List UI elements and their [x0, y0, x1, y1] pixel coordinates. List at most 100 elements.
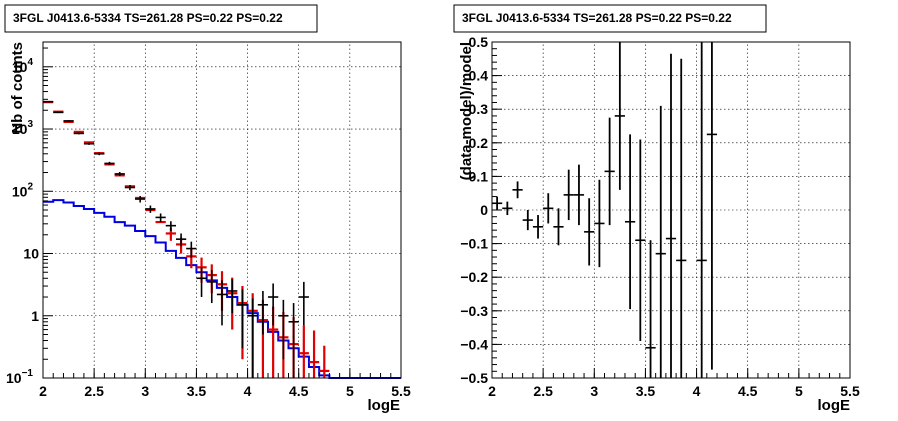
data-point: [94, 152, 105, 156]
residuals-y-tick-label: 0.4: [469, 68, 489, 84]
residual-point: [655, 105, 666, 378]
residuals-y-tick-label: 0.1: [469, 168, 489, 184]
data-point: [175, 233, 187, 247]
model-point: [298, 325, 309, 378]
counts-y-axis-title: Nb of counts: [9, 42, 26, 134]
residuals-panel: 3FGL J0413.6-5334 TS=261.28 PS=0.22 PS=0…: [453, 4, 860, 414]
counts-x-tick-label: 5.5: [391, 383, 411, 399]
residuals-x-tick-label: 2.5: [533, 383, 553, 399]
data-point: [83, 142, 95, 145]
model-point: [308, 330, 320, 378]
data-point: [63, 120, 74, 122]
residuals-title: 3FGL J0413.6-5334 TS=261.28 PS=0.22 PS=0…: [462, 11, 732, 25]
residuals-x-tick-label: 5.5: [840, 383, 860, 399]
residuals-x-tick-label: 4.5: [738, 383, 758, 399]
data-point: [196, 267, 207, 298]
residuals-grid: [492, 42, 850, 378]
counts-x-tick-labels: 2 2.5 3 3.5 4 4.5 5 5.5: [39, 383, 411, 399]
data-point: [124, 185, 136, 191]
counts-y-tick-label: 10−1: [6, 368, 33, 386]
counts-y-tick-label: 102: [12, 181, 34, 199]
data-point: [155, 213, 166, 223]
residual-point: [676, 58, 687, 378]
counts-title-box: [4, 4, 318, 33]
counts-x-tick-label: 2.5: [84, 383, 104, 399]
residual-point: [604, 117, 615, 226]
residual-point: [706, 42, 718, 370]
residual-point: [543, 193, 554, 224]
residual-point: [614, 42, 625, 190]
residuals-y-tick-label: 0: [480, 202, 488, 218]
residual-point: [696, 42, 707, 378]
residual-point: [594, 179, 605, 268]
data-point: [268, 283, 279, 326]
residual-point: [553, 208, 564, 246]
counts-y-tick-label: 104: [12, 57, 34, 75]
data-point: [165, 221, 176, 231]
residuals-axis-ticks: [491, 41, 851, 379]
counts-y-tick-label: 10: [23, 246, 39, 262]
residual-point: [532, 215, 544, 239]
residuals-x-tick-label: 3: [590, 383, 598, 399]
residuals-y-tick-label: 0.2: [469, 135, 489, 151]
data-point: [288, 303, 299, 378]
residuals-x-tick-label: 3.5: [636, 383, 656, 399]
model-point: [319, 345, 330, 378]
counts-y-tick-label: 1: [31, 308, 39, 324]
residual-point: [584, 198, 595, 266]
residuals-y-tick-label: −0.2: [460, 269, 488, 285]
residual-point: [563, 169, 574, 221]
counts-axis-ticks: [42, 47, 402, 379]
residual-point: [522, 210, 533, 231]
counts-x-tick-label: 2: [39, 383, 47, 399]
residuals-x-tick-labels: 2 2.5 3 3.5 4 4.5 5 5.5: [488, 383, 860, 399]
data-point: [278, 299, 289, 360]
data-point: [298, 281, 309, 326]
residuals-y-tick-label: 0.3: [469, 101, 489, 117]
data-point: [73, 132, 84, 135]
data-point: [104, 161, 115, 166]
residuals-y-axis-title: (data-model)/model: [458, 42, 475, 180]
residual-point: [645, 240, 656, 378]
data-point: [43, 100, 54, 103]
residuals-x-tick-label: 4: [693, 383, 701, 399]
residuals-y-tick-label: −0.1: [460, 236, 488, 252]
counts-frame: [42, 41, 402, 379]
counts-title: 3FGL J0413.6-5334 TS=261.28 PS=0.22 PS=0…: [13, 11, 283, 25]
counts-grid: [43, 42, 401, 378]
counts-y-tick-label: 103: [12, 119, 34, 137]
data-point: [53, 111, 64, 114]
counts-x-tick-label: 3: [141, 383, 149, 399]
residual-point: [573, 164, 585, 226]
counts-panel: 3FGL J0413.6-5334 TS=261.28 PS=0.22 PS=0…: [4, 4, 411, 414]
counts-y-tick-labels: 10−1 1 10 102 103 104: [6, 57, 39, 386]
residuals-y-tick-label: −0.3: [460, 303, 488, 319]
data-point: [206, 270, 217, 304]
residuals-y-tick-labels: −0.5 −0.4 −0.3 −0.2 −0.1 0 0.1 0.2 0.3 0.4 0.5: [460, 34, 488, 386]
residual-point: [665, 53, 677, 378]
residual-point: [502, 201, 513, 216]
residuals-x-tick-label: 2: [488, 383, 496, 399]
counts-x-tick-label: 4.5: [289, 383, 309, 399]
residuals-y-tick-label: 0.5: [469, 34, 489, 50]
data-point: [114, 171, 125, 176]
counts-x-tick-label: 3.5: [187, 383, 207, 399]
data-point: [145, 205, 156, 213]
data-point: [257, 290, 269, 335]
residuals-y-tick-label: −0.4: [460, 336, 488, 352]
residuals-x-axis-title: logE: [818, 397, 851, 414]
data-point: [227, 278, 238, 314]
residuals-title-box: [453, 4, 767, 33]
residuals-x-tick-label: 5: [795, 383, 803, 399]
counts-x-axis-title: logE: [368, 397, 401, 414]
residual-point: [624, 134, 636, 310]
counts-x-tick-label: 4: [244, 383, 252, 399]
data-point: [237, 288, 248, 349]
data-point: [186, 241, 197, 258]
data-point: [247, 298, 258, 378]
residuals-y-tick-label: −0.5: [460, 370, 488, 386]
residual-point: [512, 181, 523, 199]
data-point: [135, 195, 146, 203]
counts-x-tick-label: 5: [346, 383, 354, 399]
